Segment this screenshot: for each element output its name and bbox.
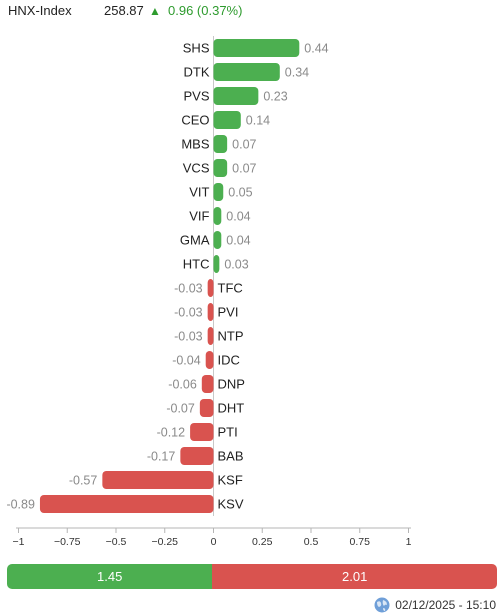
bar <box>213 231 222 249</box>
value-label: 0.07 <box>232 162 256 176</box>
category-label: CEO <box>181 113 209 128</box>
category-label: VIF <box>189 209 209 224</box>
bar <box>213 255 220 273</box>
bar <box>213 207 222 225</box>
value-label: 0.04 <box>226 210 250 224</box>
category-label: PVI <box>218 305 239 320</box>
value-label: 0.44 <box>304 42 328 56</box>
category-label: KSV <box>218 497 244 512</box>
value-label: -0.07 <box>166 402 195 416</box>
bar <box>213 183 224 201</box>
bar <box>207 327 214 345</box>
category-label: BAB <box>218 449 244 464</box>
index-change: 0.96 (0.37%) <box>168 3 243 18</box>
bar <box>213 135 228 153</box>
x-tick-label: −0.25 <box>151 536 178 548</box>
negative-impact-total: 2.01 <box>212 564 497 589</box>
x-tick-label: 0 <box>211 536 217 548</box>
bar <box>39 495 214 513</box>
value-label: -0.57 <box>69 474 98 488</box>
timestamp-footer: 02/12/2025 - 15:10 <box>374 597 496 614</box>
bar <box>207 303 214 321</box>
bar <box>213 87 259 105</box>
category-label: VCS <box>183 161 210 176</box>
bar <box>199 399 214 417</box>
value-label: 0.14 <box>246 114 270 128</box>
value-label: -0.89 <box>6 498 35 512</box>
value-label: 0.04 <box>226 234 250 248</box>
index-name: HNX-Index <box>8 3 72 18</box>
x-tick-label: 1 <box>406 536 412 548</box>
value-label: -0.03 <box>174 282 203 296</box>
bar <box>102 471 214 489</box>
category-label: DTK <box>184 65 210 80</box>
bar <box>213 111 241 129</box>
bar <box>201 375 214 393</box>
positive-impact-total: 1.45 <box>7 564 213 589</box>
category-label: KSF <box>218 473 243 488</box>
up-arrow-icon: ▲ <box>149 4 161 18</box>
value-label: 0.23 <box>263 90 287 104</box>
value-label: -0.04 <box>172 354 201 368</box>
category-label: GMA <box>180 233 210 248</box>
bar <box>190 423 214 441</box>
category-label: SHS <box>183 41 210 56</box>
globe-icon <box>374 597 390 613</box>
x-tick-label: −1 <box>13 536 25 548</box>
category-label: NTP <box>218 329 244 344</box>
x-tick-label: 0.5 <box>304 536 319 548</box>
bar <box>180 447 214 465</box>
category-label: DHT <box>218 401 245 416</box>
bar <box>213 63 280 81</box>
category-label: DNP <box>218 377 245 392</box>
category-label: PTI <box>218 425 238 440</box>
value-label: -0.12 <box>157 426 186 440</box>
category-label: HTC <box>183 257 210 272</box>
value-label: 0.03 <box>224 258 248 272</box>
x-tick-label: −0.75 <box>54 536 81 548</box>
value-label: -0.17 <box>147 450 176 464</box>
breadth-summary-bar: 1.45 2.01 <box>7 564 497 589</box>
bar <box>213 159 228 177</box>
index-value: 258.87 <box>104 3 144 18</box>
value-label: 0.34 <box>285 66 309 80</box>
value-label: -0.03 <box>174 306 203 320</box>
impact-bar-chart: SHS 0.44 DTK 0.34 PVS 0.23 CEO 0.14 MBS 0.07 VCS 0.… <box>6 36 412 548</box>
value-label: -0.06 <box>168 378 197 392</box>
bar <box>207 279 214 297</box>
category-label: VIT <box>189 185 209 200</box>
timestamp: 02/12/2025 - 15:10 <box>395 598 496 612</box>
x-tick-label: −0.5 <box>106 536 127 548</box>
category-label: TFC <box>218 281 243 296</box>
value-label: 0.05 <box>228 186 252 200</box>
bar <box>213 39 300 57</box>
category-label: MBS <box>181 137 210 152</box>
category-label: PVS <box>183 89 209 104</box>
category-label: IDC <box>218 353 240 368</box>
value-label: -0.03 <box>174 330 203 344</box>
x-tick-label: 0.75 <box>350 536 371 548</box>
bar <box>205 351 214 369</box>
value-label: 0.07 <box>232 138 256 152</box>
x-tick-label: 0.25 <box>252 536 273 548</box>
